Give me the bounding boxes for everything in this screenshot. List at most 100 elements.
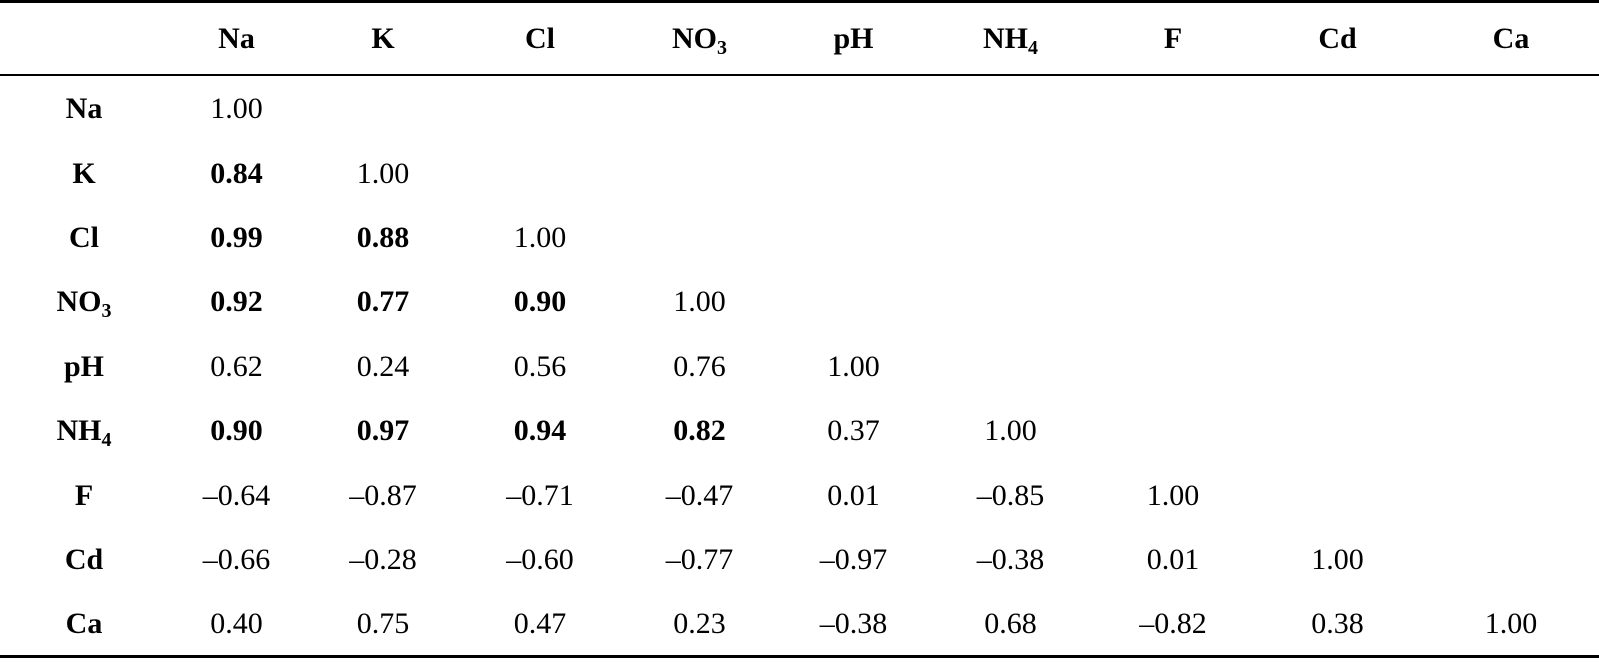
correlation-cell: –0.47	[665, 478, 734, 512]
correlation-cell	[1252, 335, 1423, 399]
label-base-text: pH	[63, 349, 105, 383]
table-row: pH 0.62 0.24 0.56 0.76 1.00	[0, 335, 1599, 399]
correlation-cell	[1423, 528, 1599, 592]
correlation-cell	[927, 206, 1094, 270]
label-subscript-text: 3	[101, 300, 112, 323]
corner-header-cell	[0, 3, 168, 74]
correlation-cell	[1423, 141, 1599, 205]
correlation-cell: 0.40	[210, 607, 263, 641]
correlation-cell	[1423, 206, 1599, 270]
correlation-cell: 0.97	[356, 414, 410, 448]
correlation-cell	[1094, 74, 1252, 141]
correlation-cell: 0.01	[827, 478, 880, 512]
correlation-cell	[1252, 399, 1423, 463]
correlation-cell: 0.90	[513, 285, 567, 319]
correlation-cell: –0.60	[506, 542, 574, 576]
table-row: Cl 0.99 0.88 1.00	[0, 206, 1599, 270]
header-row: Na K Cl NO3 pH NH4 F Cd Ca	[0, 3, 1599, 74]
correlation-cell	[927, 335, 1094, 399]
table-top-rule	[0, 0, 1599, 3]
correlation-cell: 0.77	[356, 285, 410, 319]
column-header-cd: Cd	[1252, 3, 1423, 74]
correlation-cell: –0.71	[506, 478, 574, 512]
column-header-nh4: NH4	[927, 3, 1094, 74]
correlation-cell: 0.56	[513, 349, 567, 383]
row-header-ca: Ca	[0, 592, 168, 656]
correlation-cell: 0.76	[673, 349, 726, 383]
correlation-cell	[305, 74, 461, 141]
correlation-cell	[1423, 270, 1599, 334]
label-subscript-text: 4	[1028, 36, 1038, 59]
label-base-text: K	[72, 156, 96, 190]
correlation-cell	[927, 74, 1094, 141]
correlation-cell	[1094, 270, 1252, 334]
correlation-cell	[1252, 270, 1423, 334]
label-base-text: Ca	[1492, 21, 1530, 55]
correlation-matrix-table: Na K Cl NO3 pH NH4 F Cd Ca Na 1.00 K 0.84 1.00 Cl 0.99…	[0, 3, 1599, 657]
label-subscript-text: 4	[101, 429, 112, 452]
table-header-rule	[0, 74, 1599, 76]
label-base-text: Cd	[1318, 21, 1357, 55]
label-base-text: NH	[56, 414, 102, 448]
correlation-cell: 0.84	[210, 156, 263, 190]
correlation-cell: –0.28	[349, 542, 417, 576]
label-base-text: F	[1163, 21, 1183, 55]
correlation-cell: 0.88	[356, 220, 410, 254]
correlation-cell	[1423, 463, 1599, 527]
correlation-cell: 0.47	[513, 607, 567, 641]
label-base-text: pH	[833, 21, 874, 55]
label-subscript-text: 3	[717, 36, 727, 59]
row-header-no3: NO3	[0, 270, 168, 334]
table-row: NO3 0.92 0.77 0.90 1.00	[0, 270, 1599, 334]
correlation-cell	[619, 206, 780, 270]
column-header-cl: Cl	[461, 3, 619, 74]
label-base-text: NO	[56, 285, 102, 319]
correlation-cell: 1.00	[984, 414, 1037, 448]
label-base-text: Cd	[64, 542, 104, 576]
correlation-cell	[1423, 335, 1599, 399]
label-base-text: NO	[672, 21, 717, 55]
row-header-f: F	[0, 463, 168, 527]
correlation-cell	[780, 206, 927, 270]
correlation-cell: 0.99	[210, 220, 263, 254]
correlation-cell	[780, 270, 927, 334]
table-row: K 0.84 1.00	[0, 141, 1599, 205]
correlation-cell: 0.68	[984, 607, 1037, 641]
correlation-cell	[1094, 335, 1252, 399]
label-base-text: F	[74, 478, 94, 512]
table-row: F –0.64 –0.87 –0.71 –0.47 0.01 –0.85 1.00	[0, 463, 1599, 527]
column-header-no3: NO3	[619, 3, 780, 74]
correlation-cell: –0.85	[976, 478, 1045, 512]
column-header-ph: pH	[780, 3, 927, 74]
correlation-cell: 1.00	[827, 349, 880, 383]
correlation-cell	[1252, 74, 1423, 141]
correlation-cell	[1252, 141, 1423, 205]
correlation-cell: 0.82	[673, 414, 726, 448]
correlation-cell: –0.38	[976, 542, 1045, 576]
correlation-cell: 0.62	[210, 349, 263, 383]
correlation-cell	[927, 270, 1094, 334]
row-header-ph: pH	[0, 335, 168, 399]
correlation-cell: –0.66	[202, 542, 271, 576]
row-header-cl: Cl	[0, 206, 168, 270]
label-base-text: Na	[65, 92, 103, 126]
correlation-cell	[780, 141, 927, 205]
correlation-cell: 1.00	[1146, 478, 1200, 512]
correlation-cell	[619, 74, 780, 141]
row-header-cd: Cd	[0, 528, 168, 592]
row-header-na: Na	[0, 74, 168, 141]
correlation-cell: 1.00	[513, 220, 567, 254]
label-base-text: Ca	[65, 607, 103, 641]
row-header-k: K	[0, 141, 168, 205]
correlation-cell: –0.77	[665, 542, 734, 576]
correlation-cell: 0.01	[1146, 542, 1200, 576]
correlation-cell: –0.38	[819, 607, 888, 641]
table-row: Na 1.00	[0, 74, 1599, 141]
correlation-cell	[619, 141, 780, 205]
correlation-cell	[1094, 399, 1252, 463]
correlation-cell: 1.00	[673, 285, 726, 319]
correlation-cell: 1.00	[1311, 542, 1364, 576]
correlation-cell	[1423, 399, 1599, 463]
correlation-cell	[1094, 206, 1252, 270]
column-header-na: Na	[168, 3, 305, 74]
